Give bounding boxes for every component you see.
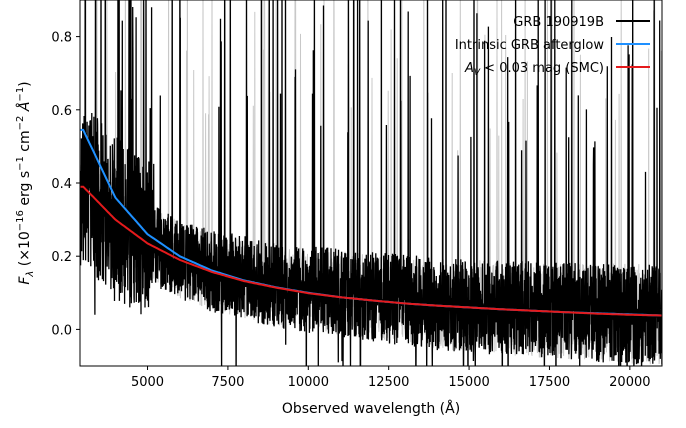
legend-label-part: A	[464, 61, 474, 76]
x-tick-label: 10000	[288, 375, 329, 390]
y-axis-label-part: )	[17, 81, 33, 86]
x-tick-label: 17500	[529, 375, 570, 390]
legend-label: GRB 190919B	[513, 15, 604, 30]
y-axis-label: Fλ (×10−16 erg s−1 cm−2 Å−1)	[15, 81, 36, 284]
y-axis: 0.0 0.2 0.4 0.6 0.8	[51, 31, 80, 338]
y-axis-label-part: λ	[25, 271, 36, 278]
y-axis-label-part: cm	[17, 130, 33, 156]
legend-label-part: < 0.03 mag (SMC)	[480, 61, 604, 76]
y-axis-label-part: −1	[15, 87, 26, 102]
x-tick-label: 15000	[448, 375, 489, 390]
legend-label: Intrinsic GRB afterglow	[455, 38, 605, 53]
y-axis-label-part: Å	[16, 102, 33, 113]
x-axis: 5000 7500 10000 12500 15000 17500 20000	[131, 366, 651, 390]
y-tick-label: 0.4	[51, 177, 72, 192]
y-axis-label-part: (×10	[17, 231, 33, 270]
legend-label: AV < 0.03 mag (SMC)	[464, 61, 604, 78]
y-axis-label-part: −16	[15, 210, 26, 231]
y-axis-label-part: −2	[15, 116, 26, 131]
x-tick-label: 5000	[131, 375, 164, 390]
legend-label-part: V	[474, 68, 481, 78]
x-tick-label: 12500	[368, 375, 409, 390]
y-tick-label: 0.6	[51, 104, 72, 119]
x-axis-label: Observed wavelength (Å)	[282, 400, 460, 417]
data-layer	[80, 0, 662, 366]
x-tick-label: 7500	[211, 375, 244, 390]
y-axis-label-part: erg s	[17, 171, 33, 210]
y-tick-label: 0.0	[51, 323, 72, 338]
y-tick-label: 0.8	[51, 31, 72, 46]
legend: GRB 190919B Intrinsic GRB afterglow AV < 0…	[455, 15, 650, 78]
y-tick-label: 0.2	[51, 250, 72, 265]
x-tick-label: 20000	[609, 375, 650, 390]
series-line-smc-extinction	[80, 185, 662, 317]
series-line-grb-190919b	[80, 0, 662, 366]
y-axis-label-part: −1	[15, 156, 26, 171]
y-axis-label-part: F	[17, 276, 33, 285]
